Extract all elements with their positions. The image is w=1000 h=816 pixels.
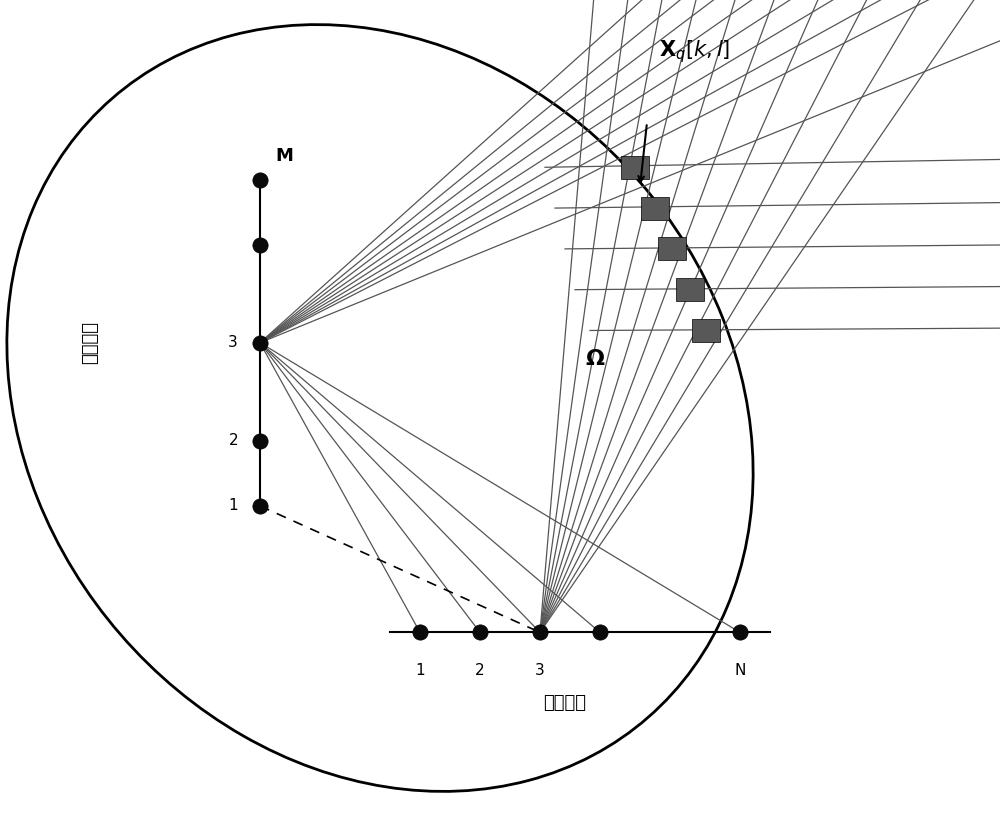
Text: $\boldsymbol{\Omega}$: $\boldsymbol{\Omega}$ (585, 349, 605, 369)
Bar (621, 156, 649, 179)
Text: M: M (275, 147, 293, 165)
Bar (658, 237, 686, 260)
Bar (641, 197, 669, 220)
Text: 接收阵列: 接收阵列 (544, 694, 586, 712)
Text: $\mathbf{X}_q[k,l]$: $\mathbf{X}_q[k,l]$ (659, 38, 731, 65)
Text: 3: 3 (535, 663, 545, 678)
Text: 1: 1 (228, 499, 238, 513)
Text: N: N (734, 663, 746, 678)
Text: 1: 1 (415, 663, 425, 678)
Text: 2: 2 (475, 663, 485, 678)
Bar (676, 278, 704, 301)
Text: 2: 2 (228, 433, 238, 448)
Text: 发射阵列: 发射阵列 (81, 322, 99, 364)
Text: 3: 3 (228, 335, 238, 350)
Bar (692, 319, 720, 342)
